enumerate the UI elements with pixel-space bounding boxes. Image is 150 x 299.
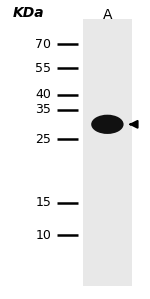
Text: 15: 15 [36,196,51,209]
Text: 40: 40 [36,88,51,101]
Text: 25: 25 [36,133,51,146]
Text: 35: 35 [36,103,51,116]
Ellipse shape [91,115,124,134]
Text: 70: 70 [35,38,51,51]
Text: 10: 10 [36,229,51,242]
Text: A: A [103,8,112,22]
Text: KDa: KDa [13,6,45,20]
Text: 55: 55 [35,62,51,74]
FancyBboxPatch shape [83,19,132,286]
